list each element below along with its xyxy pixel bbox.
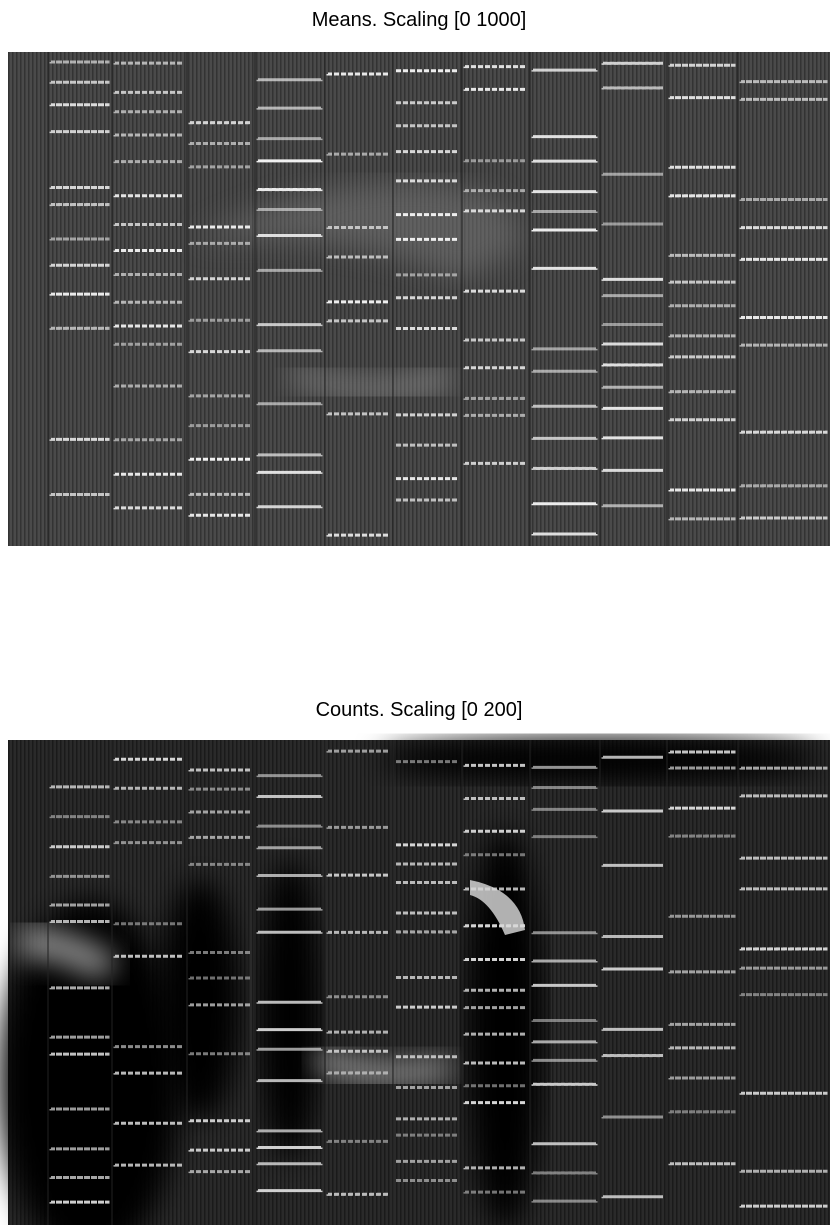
panel-title: Counts. Scaling [0 200] [316, 699, 523, 721]
figure: Means. Scaling [0 1000] Counts. Scaling … [0, 0, 830, 1225]
page: Means. Scaling [0 1000] Counts. Scaling … [0, 0, 830, 1225]
counts-image [0, 738, 830, 1225]
image-feature [260, 860, 320, 1160]
panel-title: Means. Scaling [0 1000] [312, 9, 527, 31]
means-image [8, 52, 830, 546]
image-feature [160, 880, 240, 1120]
